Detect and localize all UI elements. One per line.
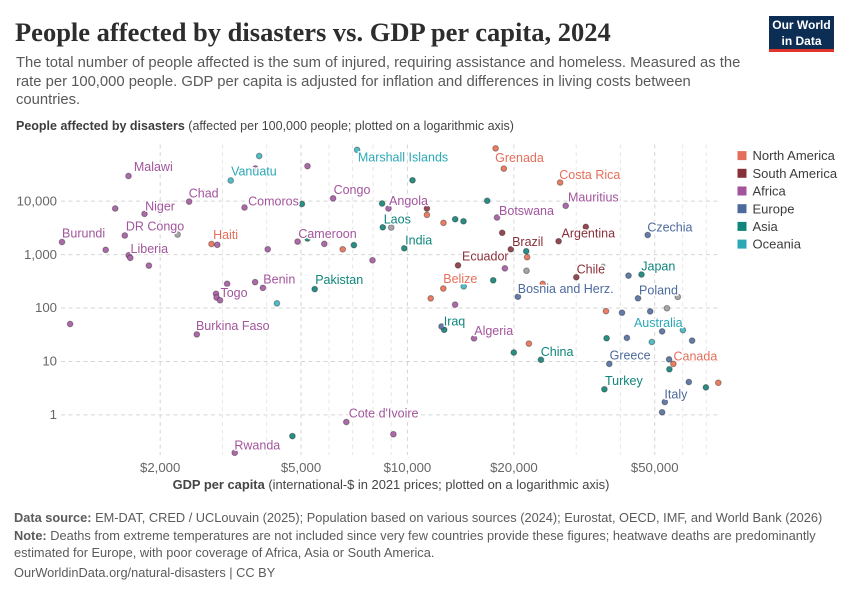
- svg-text:DR Congo: DR Congo: [126, 219, 184, 233]
- svg-text:Africa: Africa: [753, 184, 787, 199]
- svg-text:Rwanda: Rwanda: [234, 439, 280, 453]
- svg-text:Liberia: Liberia: [131, 242, 169, 256]
- svg-text:Togo: Togo: [220, 286, 247, 300]
- svg-text:Burkina Faso: Burkina Faso: [196, 319, 270, 333]
- svg-text:Chad: Chad: [189, 187, 219, 201]
- svg-text:Canada: Canada: [674, 350, 718, 364]
- svg-text:$50,000: $50,000: [631, 460, 679, 475]
- svg-text:South America: South America: [753, 166, 838, 181]
- svg-text:Cote d'Ivoire: Cote d'Ivoire: [349, 406, 419, 420]
- svg-text:Argentina: Argentina: [562, 227, 616, 241]
- svg-text:$2,000: $2,000: [140, 460, 180, 475]
- svg-text:Japan: Japan: [641, 260, 675, 274]
- svg-text:Turkey: Turkey: [605, 374, 643, 388]
- svg-text:Burundi: Burundi: [62, 227, 105, 241]
- svg-text:Asia: Asia: [753, 219, 779, 234]
- svg-text:Niger: Niger: [145, 199, 175, 213]
- svg-text:North America: North America: [753, 148, 836, 163]
- svg-text:Botswana: Botswana: [499, 204, 554, 218]
- svg-text:Ecuador: Ecuador: [462, 250, 509, 264]
- svg-text:Vanuatu: Vanuatu: [231, 165, 277, 179]
- svg-text:100: 100: [35, 300, 57, 315]
- svg-text:Poland: Poland: [639, 284, 678, 298]
- svg-text:Pakistan: Pakistan: [315, 273, 363, 287]
- svg-text:Bosnia and Herz.: Bosnia and Herz.: [518, 282, 614, 296]
- svg-text:Haiti: Haiti: [213, 228, 238, 242]
- svg-text:Greece: Greece: [610, 349, 651, 363]
- svg-text:Czechia: Czechia: [647, 220, 692, 234]
- svg-text:Marshall Islands: Marshall Islands: [358, 151, 448, 165]
- svg-text:Congo: Congo: [334, 183, 371, 197]
- svg-text:Belize: Belize: [443, 272, 477, 286]
- svg-text:Benin: Benin: [263, 273, 295, 287]
- svg-text:Algeria: Algeria: [474, 324, 513, 338]
- svg-text:10: 10: [42, 354, 57, 369]
- svg-text:Costa Rica: Costa Rica: [559, 168, 620, 182]
- svg-text:Brazil: Brazil: [512, 235, 543, 249]
- svg-text:Comoros: Comoros: [248, 194, 299, 208]
- svg-text:China: China: [541, 345, 574, 359]
- svg-text:10,000: 10,000: [17, 193, 57, 208]
- svg-text:India: India: [405, 234, 432, 248]
- svg-text:1: 1: [50, 407, 57, 422]
- svg-text:Laos: Laos: [384, 213, 411, 227]
- svg-text:Cameroon: Cameroon: [298, 227, 356, 241]
- svg-text:Chile: Chile: [577, 262, 606, 276]
- svg-text:Italy: Italy: [664, 388, 688, 402]
- svg-text:Angola: Angola: [389, 194, 428, 208]
- svg-text:Malawi: Malawi: [134, 160, 173, 174]
- svg-text:$5,000: $5,000: [281, 460, 321, 475]
- svg-text:Iraq: Iraq: [444, 315, 466, 329]
- svg-text:GDP per capita (international-: GDP per capita (international-$ in 2021 …: [173, 477, 610, 492]
- svg-text:Grenada: Grenada: [495, 151, 544, 165]
- svg-text:$20,000: $20,000: [490, 460, 538, 475]
- svg-text:1,000: 1,000: [24, 247, 57, 262]
- svg-text:$10,000: $10,000: [384, 460, 432, 475]
- svg-text:Oceania: Oceania: [753, 237, 802, 252]
- svg-text:Australia: Australia: [634, 316, 683, 330]
- svg-text:Mauritius: Mauritius: [568, 191, 619, 205]
- svg-text:Europe: Europe: [753, 201, 795, 216]
